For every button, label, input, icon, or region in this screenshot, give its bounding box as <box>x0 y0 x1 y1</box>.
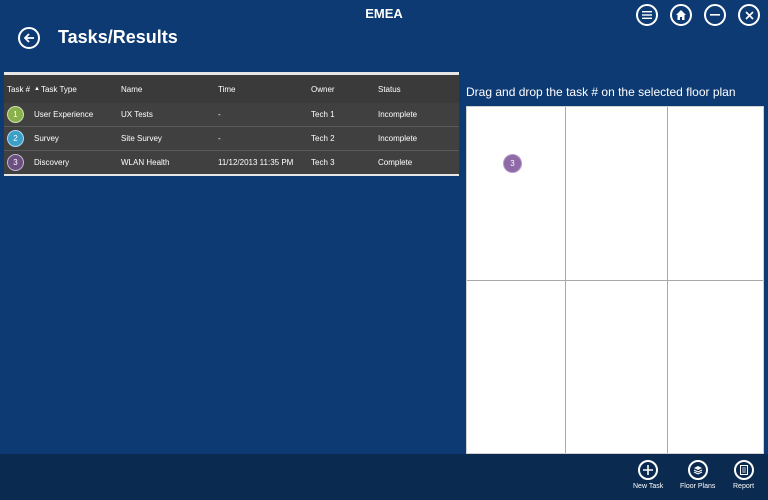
task-badge[interactable]: 1 <box>7 106 24 123</box>
task-time-cell: - <box>218 110 221 119</box>
menu-icon[interactable] <box>636 4 658 26</box>
back-button[interactable] <box>18 27 40 49</box>
col-task-type[interactable]: ▲ Task Type <box>34 85 121 94</box>
new-task-button[interactable]: New Task <box>633 460 663 490</box>
floor-divider <box>467 280 763 281</box>
col-task-num[interactable]: Task # <box>7 84 31 94</box>
task-time-cell: - <box>218 134 221 143</box>
arrow-left-icon <box>23 33 34 43</box>
table-top-border <box>4 72 459 75</box>
task-status-cell: Incomplete <box>378 134 418 143</box>
table-row[interactable]: 2 Survey Site Survey - Tech 2 Incomplete <box>4 127 459 151</box>
table-bottom-border <box>4 174 459 176</box>
task-name-cell: UX Tests <box>121 110 153 119</box>
task-badge[interactable]: 2 <box>7 130 24 147</box>
task-badge[interactable]: 3 <box>7 154 24 171</box>
task-num-cell: 2 <box>4 130 34 147</box>
table-header: Task # ▲ Task Type Name Time Owner Status <box>4 75 459 103</box>
floor-plan[interactable]: 3 <box>466 106 764 454</box>
task-time-cell: 11/12/2013 11:35 PM <box>218 158 294 167</box>
report-label: Report <box>733 483 755 490</box>
task-type-cell: Survey <box>34 134 59 143</box>
task-type-cell: User Experience <box>34 110 94 119</box>
tasks-table: Task # ▲ Task Type Name Time Owner Status… <box>4 72 459 176</box>
sort-up-icon: ▲ <box>34 86 40 92</box>
task-num-cell: 1 <box>4 106 34 123</box>
region-title: EMEA <box>365 6 403 21</box>
col-time[interactable]: Time <box>218 84 236 94</box>
task-num-cell: 3 <box>4 154 34 171</box>
page-title: Tasks/Results <box>58 27 178 47</box>
floorplan-instructions: Drag and drop the task # on the selected… <box>466 85 736 99</box>
col-status[interactable]: Status <box>378 84 401 94</box>
col-task-type-label: Task Type <box>40 84 77 94</box>
task-status-cell: Complete <box>378 158 413 167</box>
new-task-label: New Task <box>633 483 664 490</box>
task-name-cell: WLAN Health <box>121 158 170 167</box>
home-icon[interactable] <box>670 4 692 26</box>
table-row[interactable]: 3 Discovery WLAN Health 11/12/2013 11:35 PM… <box>4 151 459 174</box>
minimize-icon[interactable] <box>704 4 726 26</box>
close-icon[interactable] <box>738 4 760 26</box>
floor-plans-label: Floor Plans <box>680 483 716 490</box>
table-row[interactable]: 1 User Experience UX Tests - Tech 1 Incomplet… <box>4 103 459 127</box>
col-name[interactable]: Name <box>121 84 143 94</box>
task-name-cell: Site Survey <box>121 134 162 143</box>
task-status-cell: Incomplete <box>378 110 418 119</box>
layers-icon <box>687 460 708 480</box>
floor-plans-button[interactable]: Floor Plans <box>680 460 715 490</box>
task-owner-cell: Tech 1 <box>311 110 335 119</box>
document-icon <box>733 460 754 480</box>
col-owner[interactable]: Owner <box>311 84 335 94</box>
task-owner-cell: Tech 3 <box>311 158 335 167</box>
report-button[interactable]: Report <box>733 460 754 490</box>
task-type-cell: Discovery <box>34 158 70 167</box>
plus-icon <box>638 460 659 480</box>
task-owner-cell: Tech 2 <box>311 134 335 143</box>
placed-task-marker[interactable]: 3 <box>503 154 522 173</box>
window-controls <box>636 4 760 26</box>
